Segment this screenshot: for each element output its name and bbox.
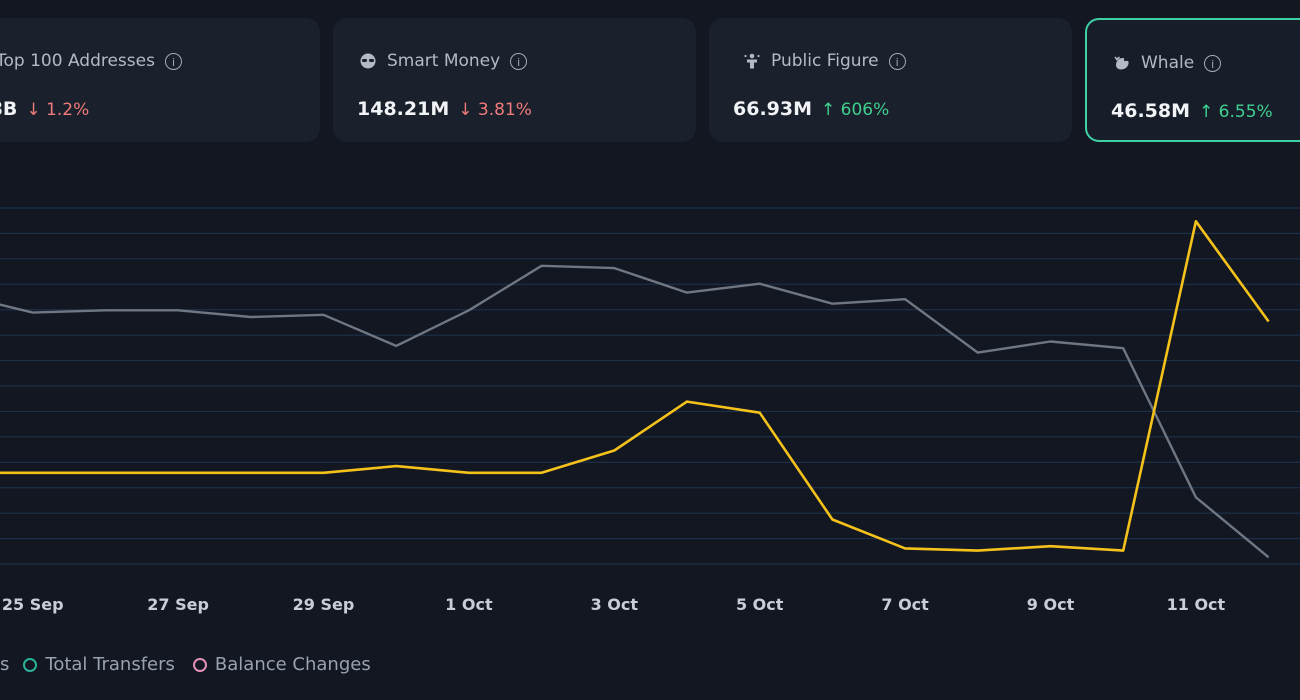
card-value-row: 46.58M ↑ 6.55% bbox=[1111, 100, 1273, 122]
card-value: 46.58M bbox=[1111, 100, 1191, 122]
metric-card-top-100-addresses[interactable]: Top 100 Addresses i 3.38B ↓ 1.2% bbox=[0, 18, 320, 142]
card-change: ↓ 3.81% bbox=[458, 100, 532, 120]
podium-icon bbox=[743, 52, 761, 70]
card-change-value: 6.55% bbox=[1218, 102, 1273, 122]
info-icon[interactable]: i bbox=[888, 52, 906, 70]
card-header: Whale i bbox=[1113, 53, 1222, 73]
card-header: Public Figure i bbox=[743, 51, 906, 71]
metric-card-smart-money[interactable]: Smart Money i 148.21M ↓ 3.81% bbox=[333, 18, 696, 142]
card-value-row: 66.93M ↑ 606% bbox=[733, 98, 889, 120]
arrow-up-icon: ↑ bbox=[821, 100, 841, 120]
info-icon[interactable]: i bbox=[510, 52, 528, 70]
arrow-down-icon: ↓ bbox=[26, 100, 47, 120]
legend-label: Total Transfers bbox=[45, 654, 175, 675]
legend-partial-label: s bbox=[0, 654, 10, 675]
total-transfers-dot-icon bbox=[23, 657, 38, 672]
card-value: 3.38B bbox=[0, 98, 18, 120]
card-value: 148.21M bbox=[357, 98, 450, 120]
x-tick-label: 7 Oct bbox=[881, 595, 929, 614]
card-change-value: 606% bbox=[840, 100, 890, 120]
metric-card-public-figure[interactable]: Public Figure i 66.93M ↑ 606% bbox=[709, 18, 1072, 142]
card-value: 66.93M bbox=[733, 98, 813, 120]
card-value-row: 3.38B ↓ 1.2% bbox=[0, 98, 89, 120]
card-change: ↓ 1.2% bbox=[26, 100, 89, 120]
info-icon[interactable]: i bbox=[164, 52, 182, 70]
x-tick-label: 5 Oct bbox=[736, 595, 784, 614]
line-chart: 25 Sep 27 Sep 29 Sep 1 Oct 3 Oct 5 Oct 7 Oct 9 … bbox=[0, 207, 1300, 614]
arrow-up-icon: ↑ bbox=[1199, 102, 1219, 122]
series-line-grey bbox=[0, 264, 1270, 559]
x-tick-label: 1 Oct bbox=[445, 595, 493, 614]
card-change-value: 1.2% bbox=[46, 100, 90, 120]
sunglasses-icon bbox=[359, 52, 377, 70]
arrow-down-icon: ↓ bbox=[458, 100, 478, 120]
x-tick-label: 29 Sep bbox=[293, 595, 355, 614]
x-tick-label: 9 Oct bbox=[1027, 595, 1075, 614]
card-header: Top 100 Addresses i bbox=[0, 51, 182, 71]
card-label: Top 100 Addresses bbox=[0, 51, 155, 71]
legend-item-total-transfers[interactable]: Total Transfers bbox=[23, 654, 175, 675]
x-tick-label: 27 Sep bbox=[147, 595, 209, 614]
info-icon[interactable]: i bbox=[1204, 54, 1222, 72]
card-change: ↑ 606% bbox=[821, 100, 889, 120]
x-tick-label: 11 Oct bbox=[1167, 595, 1226, 614]
card-label: Smart Money bbox=[387, 51, 501, 71]
card-header: Smart Money i bbox=[359, 51, 528, 71]
card-value-row: 148.21M ↓ 3.81% bbox=[357, 98, 532, 120]
card-label: Whale bbox=[1141, 53, 1195, 73]
card-change: ↑ 6.55% bbox=[1199, 102, 1273, 122]
metric-card-whale[interactable]: Whale i 46.58M ↑ 6.55% bbox=[1085, 18, 1300, 142]
legend-item-balance-changes[interactable]: Balance Changes bbox=[192, 654, 371, 675]
x-tick-label: 3 Oct bbox=[591, 595, 639, 614]
chart-legend: s Total Transfers Balance Changes bbox=[0, 654, 371, 675]
whale-icon bbox=[1113, 54, 1131, 72]
card-change-value: 3.81% bbox=[477, 100, 532, 120]
legend-label: Balance Changes bbox=[214, 654, 371, 675]
card-label: Public Figure bbox=[771, 51, 879, 71]
x-tick-label: 25 Sep bbox=[2, 595, 64, 614]
series-line-yellow bbox=[0, 219, 1270, 552]
balance-changes-dot-icon bbox=[192, 657, 207, 672]
